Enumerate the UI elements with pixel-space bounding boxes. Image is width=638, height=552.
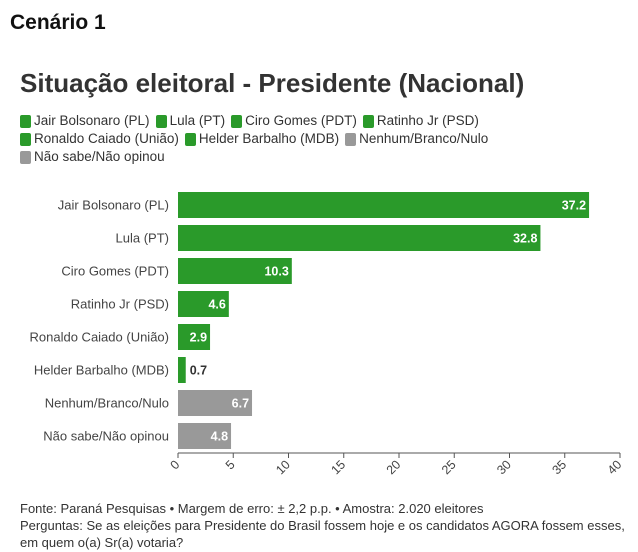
legend-label: Não sabe/Não opinou: [34, 149, 165, 164]
x-tick-label: 0: [168, 458, 183, 473]
category-label: Ratinho Jr (PSD): [71, 297, 169, 312]
data-label: 0.7: [190, 364, 207, 378]
legend-label: Ratinho Jr (PSD): [376, 113, 479, 128]
data-label: 4.8: [211, 430, 228, 444]
legend-item[interactable]: Ratinho Jr (PSD): [362, 113, 479, 129]
bar: [178, 192, 590, 218]
category-label: Nenhum/Branco/Nulo: [45, 396, 169, 411]
x-tick-label: 35: [549, 458, 569, 478]
legend-item[interactable]: Helder Barbalho (MDB): [184, 131, 340, 147]
legend-label: Nenhum/Branco/Nulo: [359, 131, 489, 146]
legend-label: Lula (PT): [169, 113, 226, 128]
category-label: Helder Barbalho (MDB): [34, 363, 169, 378]
data-label: 2.9: [190, 331, 207, 345]
chart-title: Situação eleitoral - Presidente (Naciona…: [20, 68, 525, 98]
bar: [178, 390, 253, 416]
legend-swatch: [345, 132, 357, 146]
category-label: Ciro Gomes (PDT): [61, 264, 169, 279]
x-tick-label: 40: [605, 458, 625, 478]
legend-label: Helder Barbalho (MDB): [198, 131, 340, 146]
legend-swatch: [231, 114, 243, 128]
bar-chart: Jair Bolsonaro (PL) 37.2 Lula (PT) 32.8 Ciro…: [30, 192, 625, 478]
x-tick-label: 15: [328, 458, 348, 478]
legend-item[interactable]: Jair Bolsonaro (PL): [20, 113, 150, 129]
x-tick-label: 20: [384, 458, 404, 478]
category-label: Ronaldo Caiado (União): [30, 330, 169, 345]
x-tick-label: 25: [439, 458, 459, 478]
legend-item[interactable]: Ronaldo Caiado (União): [20, 131, 179, 147]
source-note: Fonte: Paraná Pesquisas • Margem de erro…: [20, 501, 484, 516]
x-tick-label: 5: [223, 458, 238, 473]
legend-label: Ciro Gomes (PDT): [245, 113, 357, 128]
bar: [178, 291, 229, 317]
data-label: 37.2: [562, 199, 586, 213]
bar: [178, 324, 211, 350]
legend-swatch: [184, 132, 196, 146]
legend-swatch: [20, 150, 31, 164]
bar: [178, 258, 292, 284]
data-label: 4.6: [208, 298, 225, 312]
bar: [178, 357, 186, 383]
category-label: Lula (PT): [116, 231, 169, 246]
legend-item[interactable]: Nenhum/Branco/Nulo: [345, 131, 488, 147]
x-tick-label: 10: [273, 458, 293, 478]
legend-swatch: [362, 114, 374, 128]
bar: [178, 225, 541, 251]
question-note: Perguntas: Se as eleições para President…: [20, 518, 625, 550]
legend-swatch: [20, 132, 31, 146]
legend-item[interactable]: Não sabe/Não opinou: [20, 149, 165, 165]
bar: [178, 423, 232, 449]
legend-swatch: [155, 114, 167, 128]
chart-legend: Jair Bolsonaro (PL) Lula (PT) Ciro Gomes (…: [20, 113, 620, 165]
category-label: Não sabe/Não opinou: [43, 429, 169, 444]
legend-label: Jair Bolsonaro (PL): [34, 113, 150, 128]
x-tick-label: 30: [494, 458, 514, 478]
page-header: Cenário 1: [10, 11, 106, 34]
legend-item[interactable]: Ciro Gomes (PDT): [231, 113, 357, 129]
legend-item[interactable]: Lula (PT): [155, 113, 226, 129]
category-label: Jair Bolsonaro (PL): [58, 198, 169, 213]
legend-swatch: [20, 114, 31, 128]
data-label: 32.8: [513, 232, 537, 246]
data-label: 6.7: [232, 397, 249, 411]
legend-label: Ronaldo Caiado (União): [34, 131, 179, 146]
data-label: 10.3: [264, 265, 288, 279]
